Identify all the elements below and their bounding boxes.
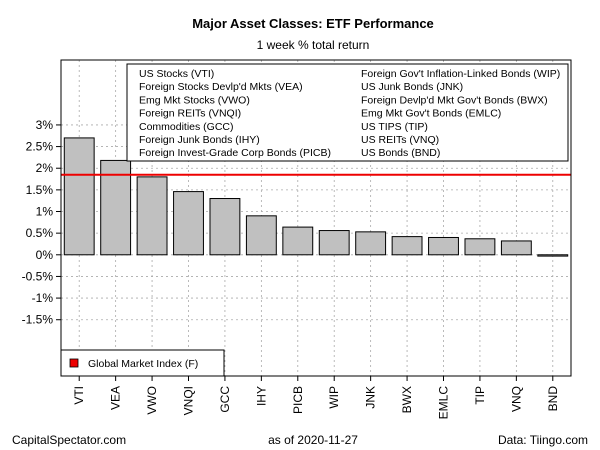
bar-emlc (428, 236, 459, 256)
legend-entry-right: US Bonds (BND) (361, 147, 440, 159)
y-tick-label: 2% (36, 161, 54, 175)
legend-entry-right: US REITs (VNQ) (361, 134, 439, 146)
x-tick-label: TIP (473, 386, 487, 405)
x-tick-label: BND (546, 386, 560, 412)
footer-date: as of 2020-11-27 (268, 433, 358, 447)
y-tick-label: -1% (32, 291, 54, 305)
x-tick-label: IHY (254, 386, 268, 406)
bar-tip (464, 238, 496, 256)
legend-entry-left: Foreign Invest-Grade Corp Bonds (PICB) (139, 147, 331, 159)
legend-entry-left: Foreign Junk Bonds (IHY) (139, 134, 260, 146)
footer-data-source: Data: Tiingo.com (498, 433, 588, 447)
bar-vwo (136, 176, 168, 256)
x-tick-label: GCC (218, 386, 232, 413)
bar-vti (63, 137, 95, 256)
footer-source-site: CapitalSpectator.com (12, 433, 126, 447)
bar-bwx (391, 236, 423, 256)
bar-wip (318, 230, 350, 256)
x-tick-label: VNQI (182, 386, 196, 415)
y-tick-label: -1.5% (22, 313, 54, 327)
legend-box: US Stocks (VTI)Foreign Stocks Devlp'd Mk… (126, 63, 569, 162)
plot-frame (60, 59, 572, 377)
legend-entry-right: Foreign Devlp'd Mkt Gov't Bonds (BWX) (361, 94, 548, 106)
bar-vea (100, 159, 132, 256)
global-index-legend-frame (60, 349, 225, 377)
bars (63, 137, 569, 257)
axes: 3% 2.5% 2% 1.5% 1% 0.5% 0% -0.5% -1% -1.5% VTI VEA V… (22, 118, 560, 419)
legend-entry-right: US TIPS (TIP) (361, 121, 428, 133)
x-tick-label: BWX (400, 386, 414, 413)
x-tick-label: VTI (72, 386, 86, 405)
x-tick-label: PICB (291, 386, 305, 414)
bar-vnqi (173, 191, 204, 256)
chart-subtitle: 1 week % total return (257, 38, 370, 52)
legend-entry-left: Foreign Stocks Devlp'd Mkts (VEA) (139, 81, 303, 93)
x-tick-label: VNQ (509, 386, 523, 412)
x-tick-label: EMLC (437, 386, 451, 420)
bar-gcc (209, 198, 241, 256)
bar-bnd (537, 254, 569, 257)
y-tick-label: 1.5% (26, 183, 54, 197)
x-tick-label: WIP (327, 386, 341, 409)
x-tick-label: JNK (364, 386, 378, 409)
chart-title: Major Asset Classes: ETF Performance (192, 16, 434, 31)
legend-frame (126, 63, 569, 162)
legend-entry-right: US Junk Bonds (JNK) (361, 81, 463, 93)
bar-jnk (355, 231, 387, 256)
bar-picb (282, 226, 314, 256)
legend-entry-left: Emg Mkt Stocks (VWO) (139, 94, 250, 106)
legend-entry-right: Emg Mkt Gov't Bonds (EMLC) (361, 108, 501, 120)
y-tick-label: 0% (36, 248, 54, 262)
y-tick-label: 1% (36, 205, 54, 219)
y-tick-label: 3% (36, 118, 54, 132)
x-tick-label: VWO (145, 386, 159, 415)
global-index-swatch (69, 358, 79, 368)
y-tick-label: -0.5% (22, 269, 54, 283)
legend-entry-left: US Stocks (VTI) (139, 68, 214, 80)
global-index-legend-label: Global Market Index (F) (88, 358, 198, 370)
bar-ihy (245, 215, 277, 256)
y-tick-label: 0.5% (26, 226, 54, 240)
y-tick-label: 2.5% (26, 140, 54, 154)
legend-entry-left: Commodities (GCC) (139, 121, 234, 133)
x-tick-label: VEA (109, 386, 123, 410)
global-index-legend: Global Market Index (F) (60, 349, 225, 377)
bar-vnq (500, 240, 532, 256)
legend-entry-right: Foreign Gov't Inflation-Linked Bonds (WI… (361, 68, 560, 80)
legend-entry-left: Foreign REITs (VNQI) (139, 108, 241, 120)
